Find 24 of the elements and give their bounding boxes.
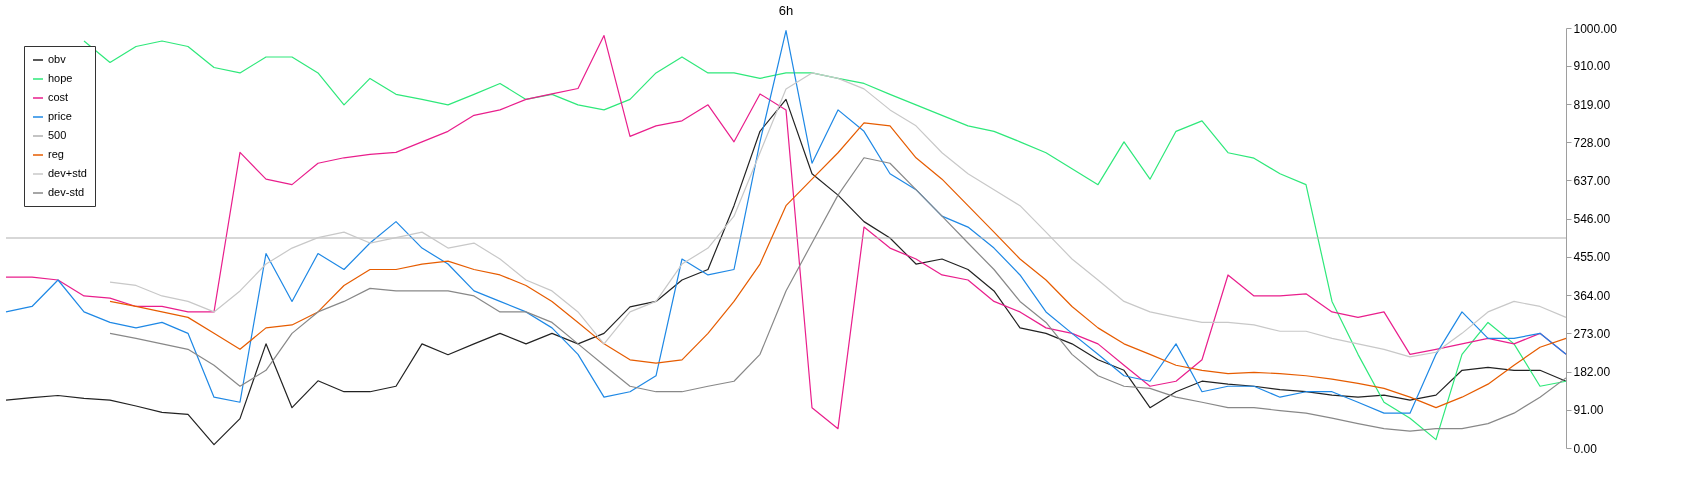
legend-label: price [48, 110, 72, 122]
y-tick-label: 546.00 [1573, 212, 1611, 227]
y-tick-label: 637.00 [1573, 173, 1611, 188]
y-tick-label: 364.00 [1573, 288, 1611, 303]
legend-label: 500 [48, 129, 67, 141]
legend-label: obv [48, 53, 67, 65]
legend-label: hope [48, 72, 73, 84]
line-series [109, 157, 1567, 432]
y-tick-label: 455.00 [1573, 250, 1611, 265]
legend-label: reg [48, 148, 64, 160]
y-tick-label: 819.00 [1573, 97, 1611, 112]
y-tick-label: 91.00 [1573, 403, 1604, 418]
y-tick-label: 0.00 [1573, 441, 1598, 456]
y-tick-label: 1000.00 [1573, 21, 1618, 36]
legend-label: dev-std [48, 186, 85, 198]
line-series [109, 72, 1567, 358]
legend-label: cost [48, 91, 69, 103]
y-tick-label: 728.00 [1573, 135, 1611, 150]
chart-title: 6h [778, 3, 794, 18]
legend-label: dev+std [48, 167, 87, 179]
line-series [109, 122, 1567, 409]
y-tick-label: 910.00 [1573, 59, 1611, 74]
y-tick-label: 273.00 [1573, 326, 1611, 341]
y-tick-label: 182.00 [1573, 365, 1611, 380]
